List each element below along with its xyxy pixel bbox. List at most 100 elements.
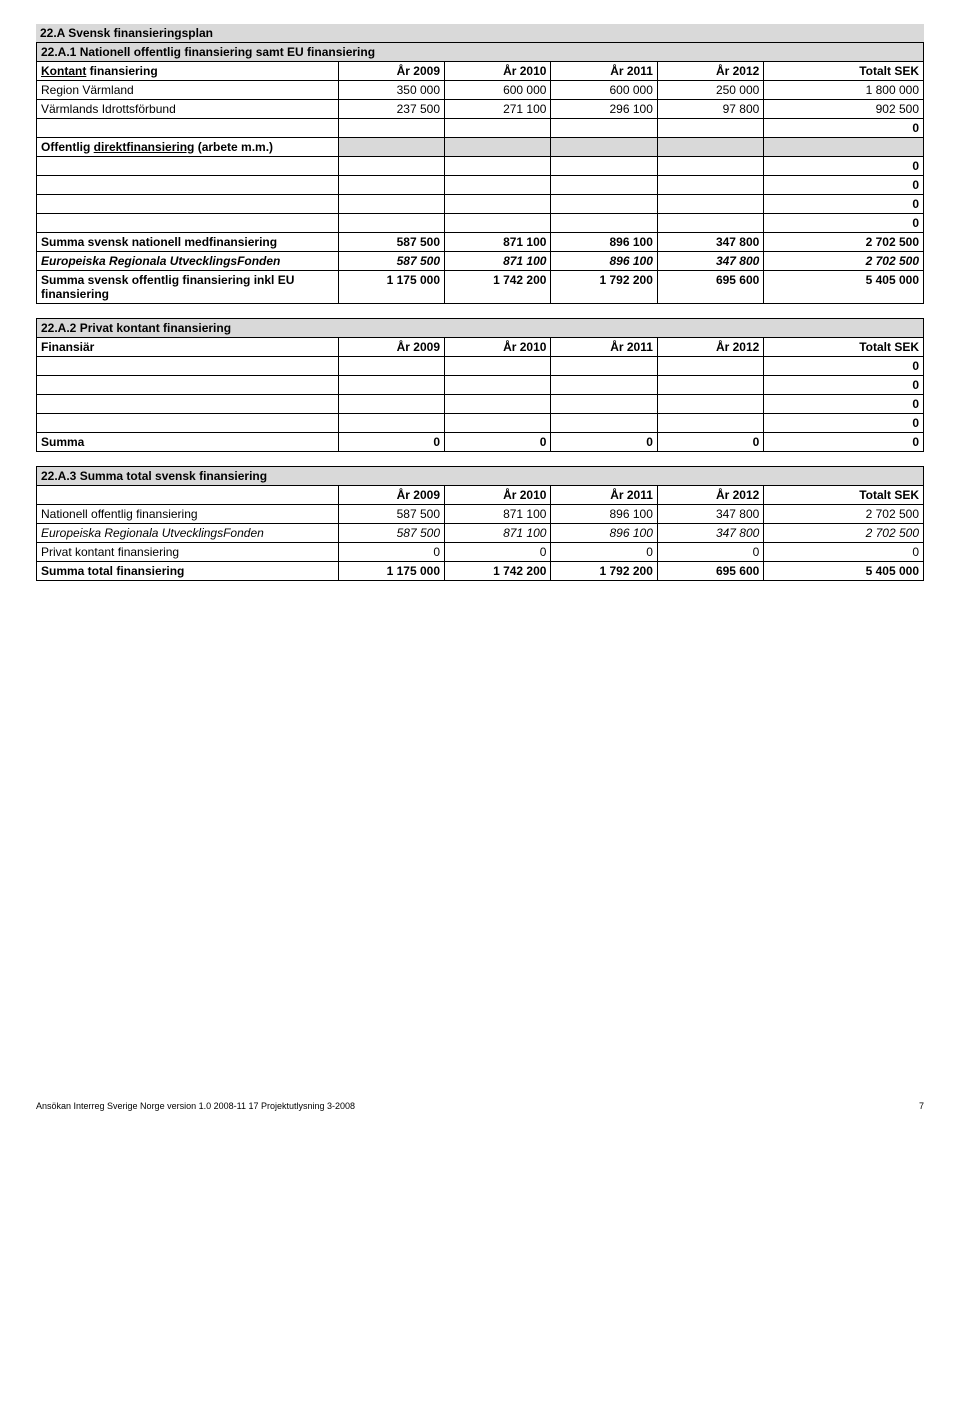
table-22a3: 22.A.3 Summa total svensk finansiering Å… [36, 466, 924, 581]
cell-value: 871 100 [445, 524, 551, 543]
cell-empty [37, 119, 339, 138]
table3-h-y3: År 2011 [551, 486, 657, 505]
cell-value: 271 100 [445, 100, 551, 119]
cell-label: Summa svensk nationell medfinansiering [37, 233, 339, 252]
cell-value: 0 [338, 543, 444, 562]
cell-value: 871 100 [445, 233, 551, 252]
cell-value: 600 000 [551, 81, 657, 100]
footer-left: Ansökan Interreg Sverige Norge version 1… [36, 1101, 355, 1111]
cell-value: 902 500 [764, 100, 924, 119]
cell-value: 296 100 [551, 100, 657, 119]
table-row: Offentlig direktfinansiering (arbete m.m… [37, 138, 924, 157]
cell-value: 0 [657, 433, 763, 452]
table-row-summa: Summa 0 0 0 0 0 [37, 433, 924, 452]
cell-value: 0 [764, 543, 924, 562]
table-row: Region Värmland 350 000 600 000 600 000 … [37, 81, 924, 100]
table-row: Privat kontant finansiering 0 0 0 0 0 [37, 543, 924, 562]
cell-label: Region Värmland [37, 81, 339, 100]
table-row-summa-inkl: Summa svensk offentlig finansiering inkl… [37, 271, 924, 304]
cell-value: 587 500 [338, 233, 444, 252]
direkt-label: Offentlig direktfinansiering (arbete m.m… [37, 138, 339, 157]
cell-label: Europeiska Regionala UtvecklingsFonden [37, 252, 339, 271]
cell-value: 0 [764, 195, 924, 214]
cell-value: 1 175 000 [338, 562, 444, 581]
cell-value: 0 [657, 543, 763, 562]
cell-value: 695 600 [657, 271, 763, 304]
table2-h-y1: År 2009 [338, 338, 444, 357]
cell-value: 237 500 [338, 100, 444, 119]
cell-value: 0 [764, 119, 924, 138]
cell-label: Värmlands Idrottsförbund [37, 100, 339, 119]
cell-value: 0 [551, 543, 657, 562]
cell-value: 1 792 200 [551, 271, 657, 304]
cell-value: 896 100 [551, 233, 657, 252]
table3-title: 22.A.3 Summa total svensk finansiering [37, 467, 924, 486]
cell-value: 0 [551, 433, 657, 452]
table-row: Värmlands Idrottsförbund 237 500 271 100… [37, 100, 924, 119]
cell-value: 0 [764, 433, 924, 452]
cell-value: 1 175 000 [338, 271, 444, 304]
table3-h-y4: År 2012 [657, 486, 763, 505]
cell-value: 97 800 [657, 100, 763, 119]
cell-value: 347 800 [657, 233, 763, 252]
table2-title: 22.A.2 Privat kontant finansiering [37, 319, 924, 338]
table1-title: 22.A.1 Nationell offentlig finansiering … [37, 43, 924, 62]
table3-h-total: Totalt SEK [764, 486, 924, 505]
table-row: 0 [37, 357, 924, 376]
cell-label: Europeiska Regionala UtvecklingsFonden [37, 524, 339, 543]
table3-h-blank [37, 486, 339, 505]
cell-value: 587 500 [338, 252, 444, 271]
cell-value: 0 [764, 376, 924, 395]
table3-h-y2: År 2010 [445, 486, 551, 505]
cell-value: 695 600 [657, 562, 763, 581]
cell-value: 0 [445, 433, 551, 452]
cell-value: 347 800 [657, 505, 763, 524]
table2-h-y3: År 2011 [551, 338, 657, 357]
table-row: 0 [37, 414, 924, 433]
cell-value: 0 [445, 543, 551, 562]
cell-value: 2 702 500 [764, 252, 924, 271]
table1-h-y2: År 2010 [445, 62, 551, 81]
cell-value: 250 000 [657, 81, 763, 100]
cell-value: 871 100 [445, 505, 551, 524]
table2-h-total: Totalt SEK [764, 338, 924, 357]
cell-label: Summa svensk offentlig finansiering inkl… [37, 271, 339, 304]
cell-value: 587 500 [338, 505, 444, 524]
table-22a1: 22.A.1 Nationell offentlig finansiering … [36, 42, 924, 304]
table-row: 0 [37, 195, 924, 214]
cell-value: 0 [764, 157, 924, 176]
cell-value: 896 100 [551, 524, 657, 543]
table1-h-label: Kontant finansiering [37, 62, 339, 81]
cell-value: 0 [338, 433, 444, 452]
cell-label: Summa total finansiering [37, 562, 339, 581]
cell-value: 1 742 200 [445, 271, 551, 304]
cell-value: 587 500 [338, 524, 444, 543]
table2-h-label: Finansiär [37, 338, 339, 357]
cell-value: 1 792 200 [551, 562, 657, 581]
cell-value: 2 702 500 [764, 233, 924, 252]
table-row-summa: Summa total finansiering 1 175 000 1 742… [37, 562, 924, 581]
cell-value: 5 405 000 [764, 562, 924, 581]
cell-value: 1 742 200 [445, 562, 551, 581]
table1-h-y1: År 2009 [338, 62, 444, 81]
cell-value: 0 [764, 176, 924, 195]
table1-h-y3: År 2011 [551, 62, 657, 81]
cell-value: 5 405 000 [764, 271, 924, 304]
cell-value: 0 [764, 214, 924, 233]
table-row: 0 [37, 214, 924, 233]
cell-value: 871 100 [445, 252, 551, 271]
cell-value: 0 [764, 357, 924, 376]
table-row: 0 [37, 395, 924, 414]
cell-value: 350 000 [338, 81, 444, 100]
table-row: 0 [37, 176, 924, 195]
table1-h-total: Totalt SEK [764, 62, 924, 81]
table2-h-y2: År 2010 [445, 338, 551, 357]
cell-value: 896 100 [551, 252, 657, 271]
table3-h-y1: År 2009 [338, 486, 444, 505]
cell-value: 600 000 [445, 81, 551, 100]
table-row: Europeiska Regionala UtvecklingsFonden 5… [37, 524, 924, 543]
table-22a2: 22.A.2 Privat kontant finansiering Finan… [36, 318, 924, 452]
table-row-erf: Europeiska Regionala UtvecklingsFonden 5… [37, 252, 924, 271]
page-footer: Ansökan Interreg Sverige Norge version 1… [36, 1101, 924, 1111]
cell-value: 347 800 [657, 524, 763, 543]
